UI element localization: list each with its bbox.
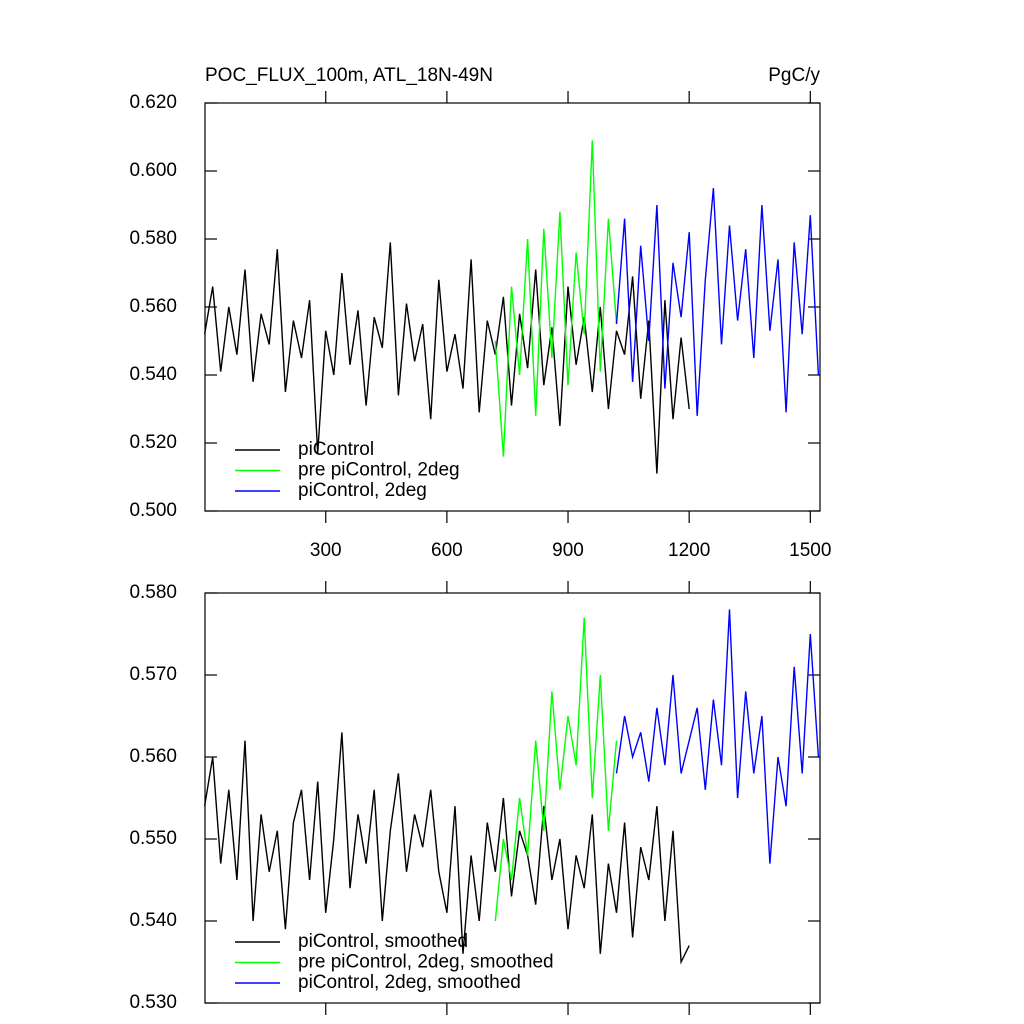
- y-tick-label: 0.540: [129, 910, 177, 931]
- y-tick-label: 0.550: [129, 828, 177, 849]
- legend-label: piControl: [298, 439, 374, 460]
- plot-frame: [204, 592, 821, 1004]
- chart-title: POC_FLUX_100m, ATL_18N-49N: [205, 65, 493, 86]
- x-tick-label: 900: [552, 540, 584, 561]
- y-tick-label: 0.570: [129, 664, 177, 685]
- y-tick-label: 0.530: [129, 992, 177, 1013]
- x-tick-label: 1200: [668, 540, 710, 561]
- y-tick-label: 0.500: [129, 500, 177, 521]
- y-tick-label: 0.600: [129, 160, 177, 181]
- y-tick-label: 0.620: [129, 92, 177, 113]
- legend-label: pre piControl, 2deg: [298, 460, 460, 481]
- y-tick-label: 0.580: [129, 228, 177, 249]
- x-tick-label: 1500: [789, 540, 831, 561]
- series-line: [203, 242, 690, 474]
- series-line: [203, 732, 690, 965]
- x-tick-label: 600: [431, 540, 463, 561]
- y-tick-label: 0.560: [129, 296, 177, 317]
- legend-label: piControl, smoothed: [298, 931, 468, 952]
- x-tick-label: 300: [310, 540, 342, 561]
- y-tick-label: 0.580: [129, 582, 177, 603]
- series-line: [494, 617, 618, 922]
- legend-label: pre piControl, 2deg, smoothed: [298, 952, 554, 973]
- legend-label: piControl, 2deg: [298, 480, 427, 501]
- series-line: [494, 140, 618, 457]
- series-line: [615, 609, 820, 864]
- units-label: PgC/y: [768, 65, 820, 86]
- y-tick-label: 0.520: [129, 432, 177, 453]
- legend-label: piControl, 2deg, smoothed: [298, 972, 521, 993]
- y-tick-label: 0.540: [129, 364, 177, 385]
- series-line: [615, 187, 820, 416]
- y-tick-label: 0.560: [129, 746, 177, 767]
